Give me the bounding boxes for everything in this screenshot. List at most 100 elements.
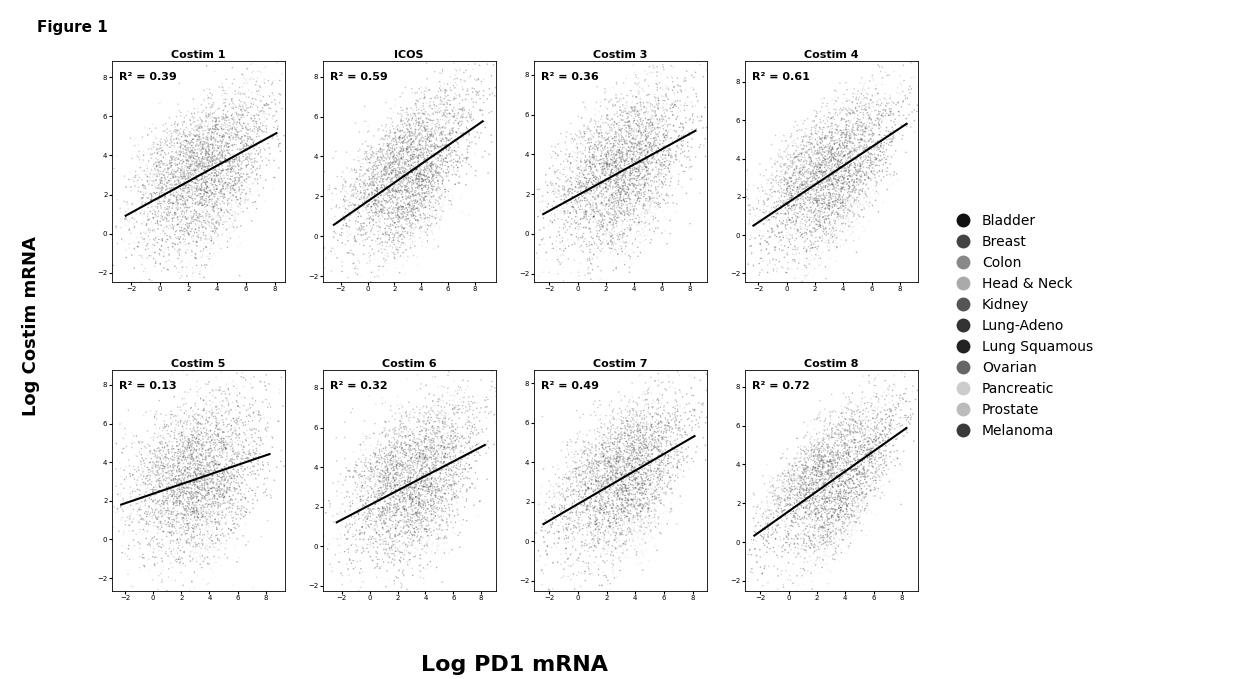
- Point: [210, 198, 229, 209]
- Point: [190, 495, 210, 506]
- Point: [355, 196, 374, 207]
- Point: [370, 504, 389, 515]
- Point: [180, 551, 200, 562]
- Point: [186, 190, 206, 201]
- Point: [138, 475, 157, 486]
- Point: [371, 511, 391, 522]
- Point: [558, 437, 578, 447]
- Point: [180, 459, 200, 470]
- Point: [171, 238, 191, 249]
- Point: [224, 115, 244, 126]
- Point: [769, 493, 789, 504]
- Point: [420, 388, 440, 399]
- Point: [605, 213, 625, 224]
- Point: [839, 205, 859, 216]
- Point: [639, 121, 658, 132]
- Point: [170, 477, 190, 488]
- Point: [427, 125, 446, 136]
- Point: [463, 115, 482, 126]
- Point: [358, 166, 378, 177]
- Point: [603, 502, 622, 513]
- Point: [414, 147, 434, 158]
- Point: [166, 473, 186, 484]
- Point: [646, 157, 666, 168]
- Point: [393, 511, 413, 522]
- Point: [813, 158, 833, 168]
- Point: [807, 485, 827, 496]
- Point: [213, 120, 233, 131]
- Point: [222, 164, 242, 175]
- Point: [383, 158, 403, 169]
- Point: [379, 500, 399, 511]
- Point: [389, 211, 409, 222]
- Point: [578, 483, 598, 494]
- Point: [181, 448, 201, 459]
- Point: [226, 132, 246, 143]
- Point: [590, 235, 610, 246]
- Point: [231, 414, 250, 425]
- Point: [210, 508, 229, 519]
- Point: [600, 530, 620, 540]
- Point: [176, 500, 196, 511]
- Point: [577, 160, 596, 171]
- Point: [386, 490, 405, 500]
- Point: [854, 170, 874, 181]
- Point: [160, 375, 180, 386]
- Point: [822, 232, 842, 242]
- Point: [863, 437, 883, 447]
- Point: [415, 120, 435, 131]
- Point: [660, 141, 680, 151]
- Point: [164, 528, 184, 538]
- Point: [823, 443, 843, 454]
- Point: [237, 118, 257, 129]
- Point: [768, 506, 787, 517]
- Point: [833, 205, 853, 216]
- Point: [640, 462, 660, 473]
- Point: [618, 182, 637, 193]
- Point: [388, 204, 408, 215]
- Point: [348, 217, 368, 227]
- Point: [621, 111, 641, 122]
- Point: [590, 500, 610, 511]
- Point: [348, 229, 368, 240]
- Point: [635, 175, 655, 185]
- Point: [589, 524, 609, 535]
- Point: [197, 526, 217, 537]
- Point: [384, 124, 404, 134]
- Point: [179, 482, 198, 493]
- Point: [832, 171, 852, 182]
- Point: [159, 462, 179, 473]
- Point: [399, 490, 419, 500]
- Point: [154, 251, 174, 261]
- Point: [151, 454, 171, 465]
- Point: [812, 456, 832, 466]
- Point: [813, 535, 833, 546]
- Point: [641, 171, 661, 182]
- Point: [653, 172, 673, 183]
- Point: [601, 220, 621, 231]
- Point: [580, 125, 600, 136]
- Point: [367, 186, 387, 197]
- Point: [775, 174, 795, 185]
- Point: [846, 455, 866, 466]
- Point: [394, 571, 414, 582]
- Point: [610, 110, 630, 121]
- Point: [770, 471, 790, 482]
- Point: [813, 461, 833, 472]
- Point: [812, 206, 832, 217]
- Point: [140, 168, 160, 179]
- Point: [187, 151, 207, 162]
- Point: [443, 415, 463, 426]
- Point: [350, 469, 370, 480]
- Point: [595, 181, 615, 192]
- Point: [131, 496, 151, 507]
- Point: [804, 451, 823, 462]
- Point: [851, 494, 870, 505]
- Point: [388, 520, 408, 531]
- Point: [610, 497, 630, 508]
- Point: [187, 185, 207, 196]
- Point: [372, 236, 392, 247]
- Point: [146, 489, 166, 500]
- Point: [589, 456, 609, 466]
- Point: [401, 493, 420, 504]
